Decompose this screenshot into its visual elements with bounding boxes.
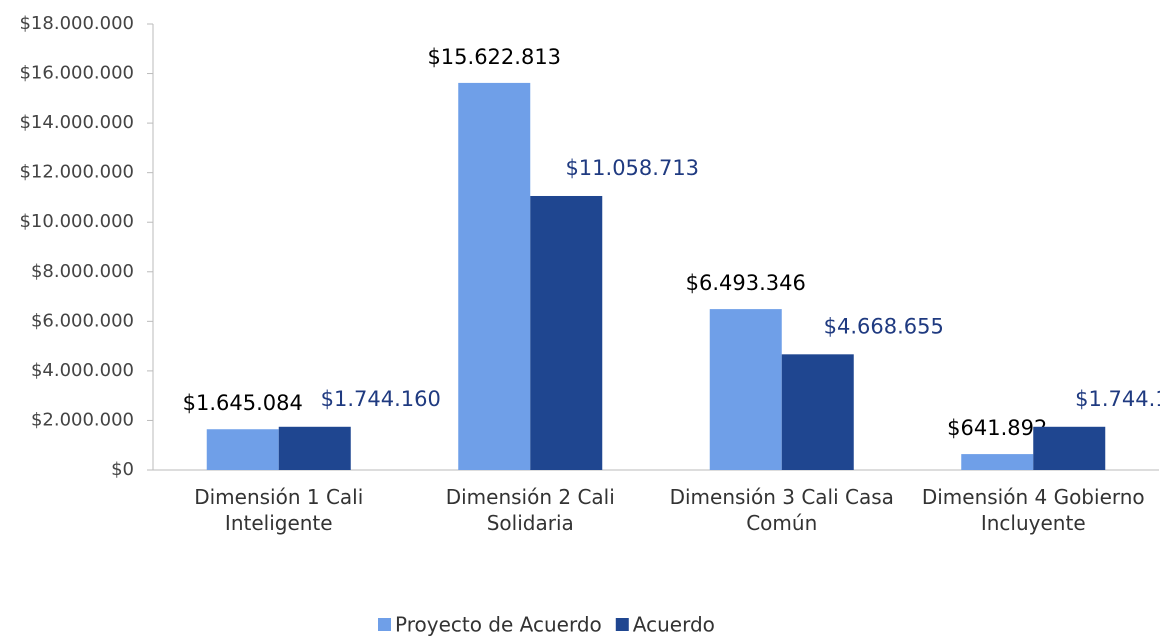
bar (458, 82, 531, 470)
value-label: $4.668.655 (824, 314, 944, 338)
bar (530, 195, 603, 470)
bar (781, 354, 854, 470)
bar (278, 426, 351, 470)
y-tick-label: $8.000.000 (31, 261, 134, 282)
bar (709, 309, 782, 470)
legend-label: Acuerdo (633, 613, 715, 637)
value-label: $1.645.084 (183, 391, 303, 415)
legend-swatch (615, 618, 629, 631)
x-tick-label: Dimensión 4 Gobierno Incluyente (921, 485, 1145, 535)
y-tick-label: $10.000.000 (19, 211, 134, 232)
bar (1033, 426, 1106, 470)
y-tick-label: $16.000.000 (19, 63, 134, 84)
y-tick-label: $0 (111, 459, 134, 480)
value-label: $15.622.813 (427, 45, 561, 69)
value-label: $1.744.160 (321, 387, 441, 411)
y-tick-label: $12.000.000 (19, 162, 134, 183)
value-label: $6.493.346 (686, 271, 806, 295)
bar (961, 454, 1034, 470)
bar (206, 429, 279, 470)
value-label: $641.892 (947, 416, 1047, 440)
x-tick-label: Dimensión 3 Cali Casa Común (669, 485, 894, 535)
legend-label: Proyecto de Acuerdo (395, 613, 602, 637)
x-tick-label: Dimensión 1 Cali Inteligente (194, 485, 364, 535)
value-label: $11.058.713 (565, 156, 699, 180)
y-tick-label: $14.000.000 (19, 112, 134, 133)
y-tick-label: $6.000.000 (31, 310, 134, 331)
legend-swatch (378, 618, 391, 631)
value-label: $1.744.160 (1075, 387, 1160, 411)
y-tick-label: $2.000.000 (31, 409, 134, 430)
x-tick-label: Dimensión 2 Cali Solidaria (445, 485, 615, 535)
y-tick-label: $18.000.000 (19, 13, 134, 34)
y-tick-label: $4.000.000 (31, 360, 134, 381)
